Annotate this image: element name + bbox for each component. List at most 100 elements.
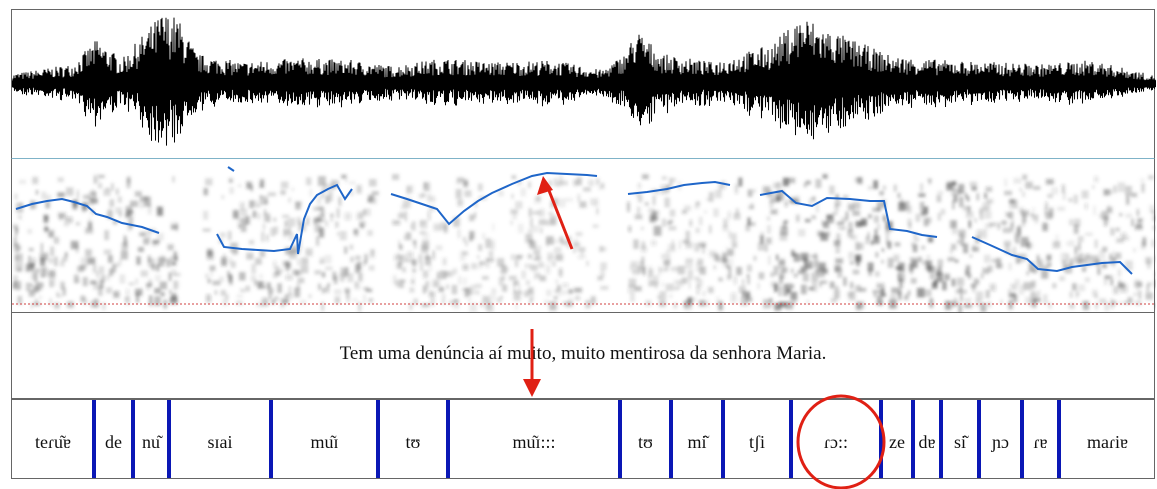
spectrogram-cell	[690, 297, 697, 302]
spectrogram-cell	[530, 291, 535, 301]
spectrogram-cell	[313, 219, 319, 226]
spectrogram-cell	[1131, 218, 1135, 227]
spectrogram-cell	[912, 244, 918, 253]
spectrogram-cell	[579, 201, 587, 208]
spectrogram-cell	[120, 251, 128, 260]
spectrogram-cell	[695, 201, 700, 206]
spectrogram-cell	[263, 212, 270, 222]
spectrogram-cell	[143, 231, 151, 241]
spectrogram-cell	[108, 207, 113, 213]
spectrogram-cell	[93, 174, 100, 183]
spectrogram-cell	[511, 211, 516, 220]
spectrogram-cell	[115, 207, 122, 214]
spectrogram-cell	[745, 297, 753, 302]
spectrogram-cell	[1122, 286, 1125, 290]
spectrogram-cell	[568, 289, 574, 294]
spectrogram-cell	[783, 177, 789, 187]
spectrogram-cell	[547, 257, 550, 262]
spectrogram-cell	[1030, 293, 1038, 302]
spectrogram-cell	[368, 298, 373, 303]
spectrogram-cell	[228, 274, 233, 283]
spectrogram-cell	[518, 283, 521, 293]
spectrogram-cell	[422, 233, 427, 242]
spectrogram-cell	[1064, 264, 1073, 274]
spectrogram-cell	[30, 201, 35, 210]
spectrogram-cell	[109, 268, 114, 276]
spectrogram-cell	[488, 294, 496, 301]
spectrogram-cell	[1034, 214, 1039, 224]
pitch-contour	[15, 166, 1133, 275]
spectrogram-cell	[232, 209, 239, 218]
spectrogram-cell	[17, 295, 23, 305]
spectrogram-cell	[482, 233, 486, 240]
spectrogram-cell	[59, 214, 63, 221]
spectrogram-cell	[575, 296, 581, 300]
spectrogram-cell	[403, 234, 407, 241]
spectrogram-cell	[538, 219, 546, 226]
spectrogram-cell	[879, 191, 884, 196]
pitch-segment	[227, 166, 235, 172]
spectrogram-cell	[1021, 219, 1025, 227]
spectrogram-cell	[469, 214, 475, 222]
spectrogram-cell	[137, 247, 144, 252]
spectrogram-cell	[421, 219, 428, 229]
spectrogram-cell	[206, 251, 214, 260]
spectrogram-cell	[984, 193, 987, 199]
spectrogram-cell	[640, 245, 647, 253]
interval-boundary	[721, 400, 725, 478]
spectrogram-cell	[1043, 265, 1049, 270]
spectrogram-cell	[651, 210, 660, 216]
spectrogram-cell	[490, 240, 495, 250]
syllable-label: de	[105, 432, 122, 452]
spectrogram-cell	[111, 183, 114, 191]
spectrogram-cell	[747, 293, 751, 298]
spectrogram-cell	[776, 190, 784, 201]
spectrogram-cell	[60, 281, 65, 290]
spectrogram-cell	[399, 244, 403, 250]
spectrogram-cell	[474, 200, 478, 208]
spectrogram-cell	[425, 256, 431, 266]
spectrogram-cell	[203, 188, 208, 196]
spectrogram-cell	[647, 207, 655, 213]
spectrogram-cell	[847, 229, 854, 239]
spectrogram-cell	[255, 258, 262, 265]
spectrogram-cell	[657, 295, 661, 299]
spectrogram-cell	[829, 185, 835, 195]
spectrogram-cell	[238, 224, 241, 228]
spectrogram-cell	[525, 233, 533, 243]
spectrogram-cell	[740, 296, 748, 306]
spectrogram-cell	[549, 218, 556, 226]
spectrogram-cell	[44, 227, 49, 232]
spectrogram-cell	[535, 272, 541, 279]
spectrogram-cell	[644, 202, 649, 206]
spectrogram-cell	[1016, 227, 1021, 237]
spectrogram-cell	[972, 287, 975, 293]
spectrogram-cell	[1002, 227, 1011, 233]
spectrogram-cell	[694, 243, 700, 252]
spectrogram-cell	[286, 261, 290, 272]
spectrogram-cell	[945, 300, 952, 310]
spectrogram-cell	[346, 290, 349, 299]
spectrogram-cell	[805, 180, 811, 185]
spectrogram-cell	[240, 288, 246, 293]
spectrogram-cell	[93, 191, 97, 199]
spectrogram-cell	[432, 250, 435, 260]
spectrogram-cell	[929, 298, 934, 308]
spectrogram-cell	[77, 265, 84, 272]
syllable-label: mi͂	[687, 432, 707, 452]
spectrogram-cell	[117, 196, 122, 203]
spectrogram-cell	[508, 277, 516, 282]
spectrogram-cell	[857, 177, 863, 185]
spectrogram-cell	[156, 263, 160, 272]
spectrogram-cell	[908, 290, 911, 296]
spectrogram-cell	[453, 217, 460, 227]
spectrogram-cell	[897, 193, 901, 199]
spectrogram-cell	[369, 196, 377, 205]
spectrogram-cell	[318, 176, 326, 186]
spectrogram-cell	[1105, 275, 1111, 279]
spectrogram-cell	[222, 298, 228, 306]
spectrogram-cell	[966, 196, 970, 202]
spectrogram-cell	[93, 283, 100, 290]
spectrogram-cell	[356, 185, 362, 194]
spectrogram-cell	[557, 289, 563, 296]
